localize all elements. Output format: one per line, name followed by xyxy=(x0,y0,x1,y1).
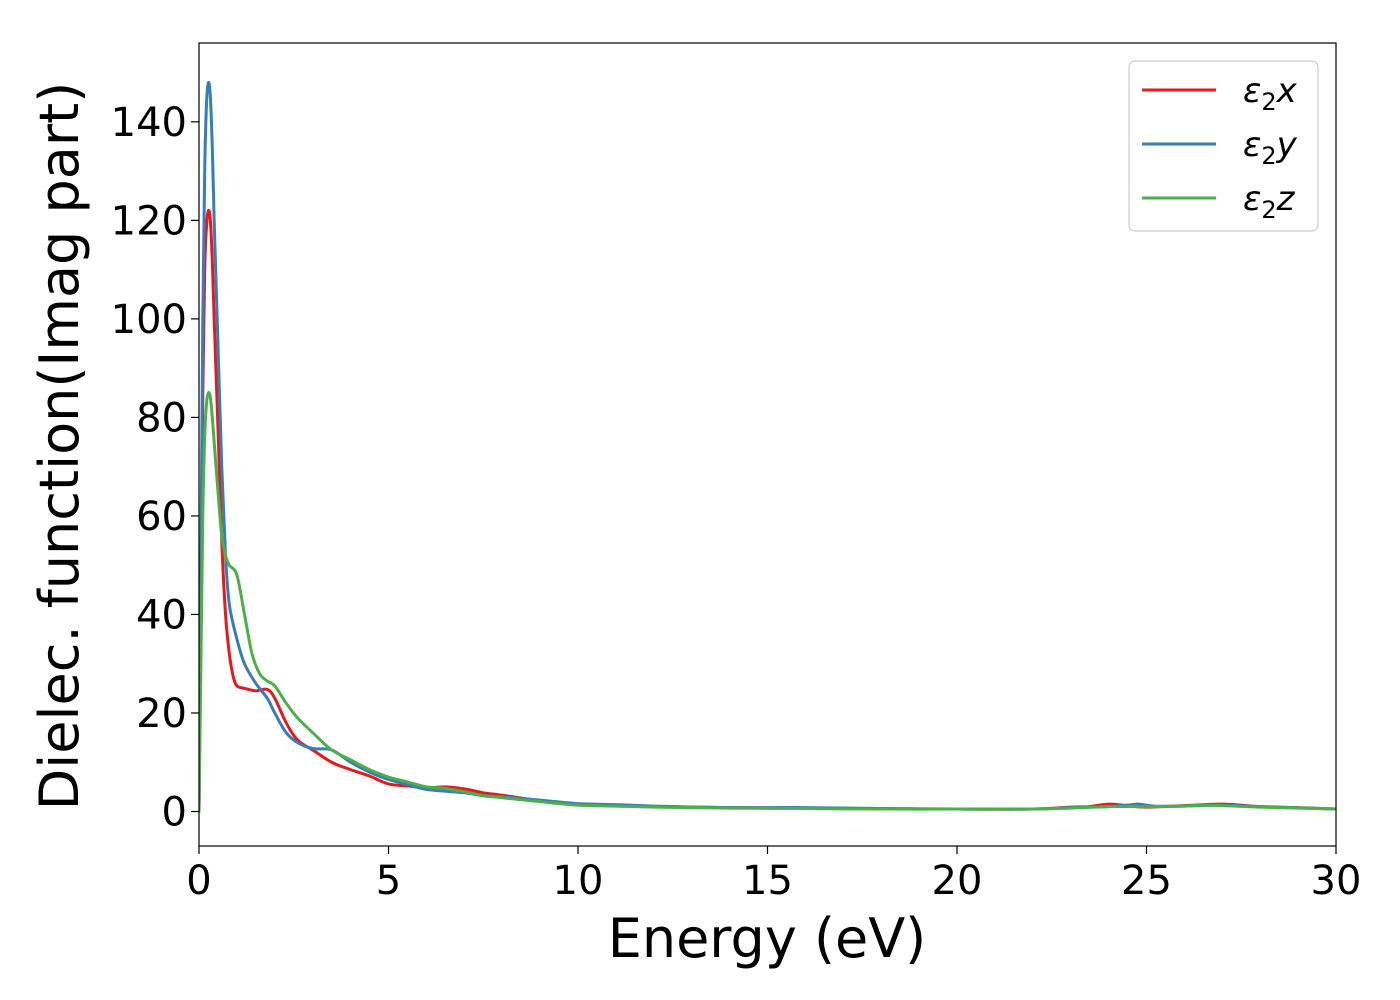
y-axis-label: Dielec. function(Imag part) xyxy=(28,82,91,811)
legend-label-x: ε2x xyxy=(1243,71,1298,116)
legend-label-axis: z xyxy=(1276,179,1296,219)
legend-label-symbol: ε xyxy=(1243,125,1261,165)
legend-label-subscript: 2 xyxy=(1261,88,1276,116)
x-tick-label: 25 xyxy=(1121,858,1172,904)
x-tick-label: 0 xyxy=(186,858,211,904)
x-tick-label: 30 xyxy=(1311,858,1362,904)
x-tick-label: 5 xyxy=(376,858,401,904)
legend-label-y: ε2y xyxy=(1243,125,1298,170)
legend-label-subscript: 2 xyxy=(1261,142,1276,170)
y-tick-label: 80 xyxy=(136,395,187,441)
series-line-x xyxy=(199,208,1336,814)
x-tick-label: 20 xyxy=(932,858,983,904)
legend-label-subscript: 2 xyxy=(1261,196,1276,224)
x-tick-label: 15 xyxy=(742,858,793,904)
legend-frame xyxy=(1128,60,1319,232)
legend-label-axis: y xyxy=(1276,125,1298,165)
legend-label-symbol: ε xyxy=(1243,179,1261,219)
y-tick-label: 20 xyxy=(136,691,187,737)
x-axis-label: Energy (eV) xyxy=(608,907,927,970)
y-tick-label: 60 xyxy=(136,494,187,540)
y-tick-label: 100 xyxy=(111,297,187,343)
x-axis-ticks: 0 5 10 15 20 25 30 xyxy=(186,846,1361,904)
x-tick-label: 10 xyxy=(553,858,604,904)
series-line-z xyxy=(199,391,1336,814)
y-tick-label: 0 xyxy=(162,790,187,836)
legend-label-z: ε2z xyxy=(1243,179,1296,224)
series-layer xyxy=(199,80,1336,814)
legend-label-axis: x xyxy=(1276,71,1298,111)
legend-label-symbol: ε xyxy=(1243,71,1261,111)
y-tick-label: 40 xyxy=(136,592,187,638)
y-tick-label: 140 xyxy=(111,100,187,146)
y-axis-ticks: 0 20 40 60 80 100 120 140 xyxy=(111,100,199,836)
y-tick-label: 120 xyxy=(111,198,187,244)
